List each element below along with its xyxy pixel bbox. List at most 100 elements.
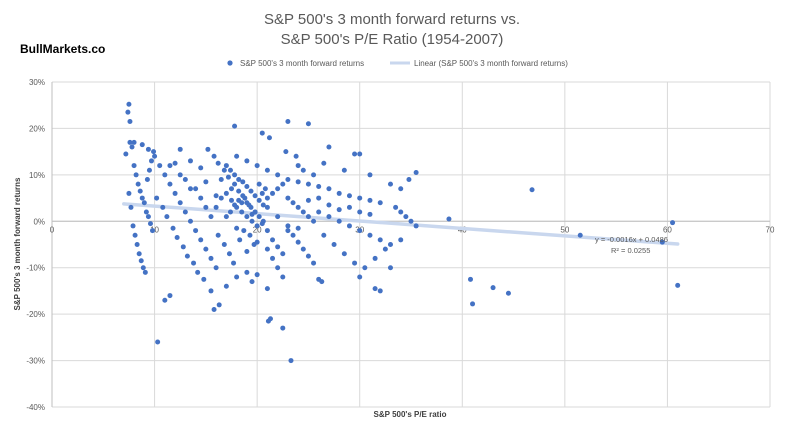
data-point <box>232 202 238 208</box>
data-point <box>123 151 129 157</box>
data-point <box>229 186 234 192</box>
data-point <box>675 282 681 288</box>
data-point <box>256 214 262 220</box>
trendline-layer <box>122 202 680 246</box>
data-point <box>275 244 281 250</box>
data-point <box>208 214 214 220</box>
data-point <box>305 121 311 127</box>
data-point <box>326 186 332 192</box>
data-point <box>154 195 160 201</box>
data-point <box>126 101 132 107</box>
data-point <box>155 339 161 345</box>
data-point <box>670 220 676 226</box>
data-point <box>138 258 144 264</box>
data-point <box>131 139 137 145</box>
data-point <box>336 207 342 213</box>
data-point <box>144 177 150 182</box>
data-point <box>211 153 217 159</box>
data-point <box>167 293 173 299</box>
data-point <box>305 181 311 187</box>
data-point <box>130 223 136 229</box>
data-point <box>295 225 301 231</box>
data-point <box>184 253 190 259</box>
chart-title: S&P 500's 3 month forward returns vs. <box>264 11 520 28</box>
data-point <box>227 209 233 215</box>
x-tick-label: 50 <box>560 225 569 234</box>
data-point <box>336 190 342 196</box>
data-point <box>256 181 262 187</box>
data-point <box>223 190 229 196</box>
data-point <box>170 225 176 231</box>
data-point <box>143 209 149 215</box>
data-point <box>236 177 242 182</box>
y-tick-label: 30% <box>29 78 45 87</box>
data-point <box>260 218 266 224</box>
trendline <box>122 202 680 246</box>
legend-label-points: S&P 500's 3 month forward returns <box>240 59 364 68</box>
data-point <box>367 211 373 217</box>
data-point <box>252 193 258 199</box>
data-point <box>208 255 214 261</box>
data-point <box>316 183 322 189</box>
data-point <box>244 158 250 164</box>
data-point <box>372 286 378 292</box>
data-point <box>413 170 419 176</box>
data-point <box>203 204 209 210</box>
data-point <box>367 232 373 238</box>
data-point <box>577 232 583 238</box>
data-point <box>232 123 238 129</box>
data-point <box>311 260 317 266</box>
data-point <box>336 218 342 224</box>
data-point <box>218 177 224 182</box>
data-point <box>280 181 286 187</box>
data-point <box>223 163 229 169</box>
data-point <box>174 235 180 241</box>
data-point <box>377 237 383 243</box>
data-point <box>362 265 368 271</box>
data-point <box>146 167 152 173</box>
data-point <box>167 181 173 187</box>
data-point <box>398 186 404 192</box>
data-point <box>367 197 373 203</box>
y-axis-label: S&P 500's 3 month forward returns <box>13 177 22 310</box>
data-point <box>187 158 193 164</box>
data-point <box>254 223 260 229</box>
data-point <box>131 163 137 169</box>
data-point <box>203 246 209 252</box>
data-point <box>191 260 197 266</box>
data-point <box>446 216 452 222</box>
data-point <box>145 214 151 220</box>
data-point <box>321 160 327 166</box>
data-point <box>180 244 186 250</box>
data-point <box>221 167 227 173</box>
data-point <box>249 218 255 224</box>
data-point <box>128 204 134 210</box>
data-point <box>256 197 262 203</box>
data-point <box>377 200 383 206</box>
data-point <box>352 151 358 157</box>
data-point <box>177 200 183 206</box>
data-point <box>387 265 393 271</box>
data-point <box>398 237 404 243</box>
y-tick-labels: 30% 20% 10% 0% -10% -20% -30% -40% <box>26 78 45 412</box>
y-tick-label: 0% <box>33 217 45 226</box>
data-point <box>244 248 250 254</box>
data-point <box>157 163 163 169</box>
data-point <box>227 167 233 173</box>
data-point <box>160 204 166 210</box>
data-point <box>236 188 242 194</box>
data-point <box>229 197 234 203</box>
data-point <box>270 237 276 243</box>
data-point <box>290 200 296 206</box>
trendline-equation: y = -0.0016x + 0.0486 <box>595 235 668 244</box>
x-tick-label: 70 <box>766 225 775 234</box>
data-point <box>162 297 168 303</box>
data-point <box>249 279 255 285</box>
legend-marker-points <box>227 60 233 66</box>
y-tick-label: -10% <box>26 264 45 273</box>
data-point <box>467 276 473 282</box>
data-point <box>341 251 347 257</box>
